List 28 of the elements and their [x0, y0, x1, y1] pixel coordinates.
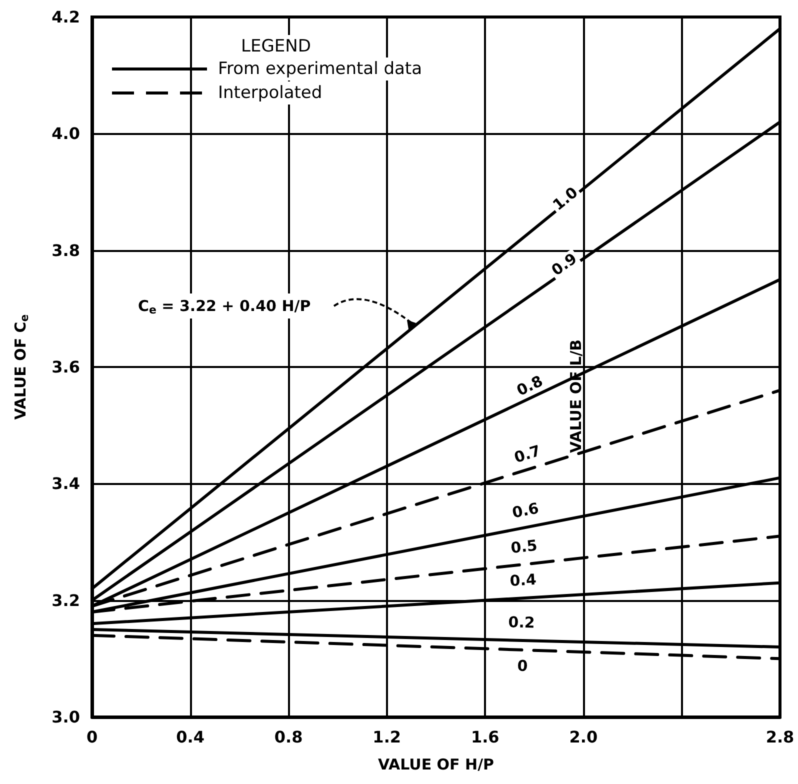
- series-label: 0: [517, 656, 528, 676]
- text: 0.6: [510, 499, 540, 522]
- x-tick-label: 1.6: [470, 728, 500, 746]
- y-tick-label: 4.2: [52, 8, 80, 26]
- y-tick-label: 3.2: [52, 590, 80, 610]
- x-tick-label: 0.8: [274, 728, 303, 746]
- x-axis-title: VALUE OF H/P: [378, 756, 494, 774]
- annotation: LEGEND: [241, 36, 311, 56]
- text: 0.9: [548, 249, 580, 280]
- series-label: 0.2: [508, 613, 536, 632]
- y-tick-label: 3.8: [52, 240, 80, 260]
- x-tick-label: 1.2: [372, 728, 402, 746]
- series-label: 0.4: [509, 570, 537, 590]
- annotation: Interpolated: [218, 83, 322, 103]
- x-tick-label: 2.8: [766, 728, 794, 746]
- y-tick-label: 3.0: [52, 708, 80, 726]
- annotation: From experimental data: [218, 59, 422, 79]
- text: 0.5: [510, 536, 538, 558]
- text: 0.7: [512, 442, 543, 467]
- text: 0.8: [514, 372, 546, 400]
- y-tick-label: 3.6: [52, 358, 80, 376]
- y-tick-label: 3.4: [52, 474, 80, 494]
- text: 1.0: [549, 183, 582, 214]
- x-tick-label: 0: [86, 728, 98, 746]
- y-tick-label: 4.0: [52, 124, 80, 144]
- y-axis-title: VALUE OF Ce: [12, 314, 31, 420]
- x-tick-label: 2.0: [569, 728, 598, 746]
- x-tick-label: 0.4: [176, 728, 204, 746]
